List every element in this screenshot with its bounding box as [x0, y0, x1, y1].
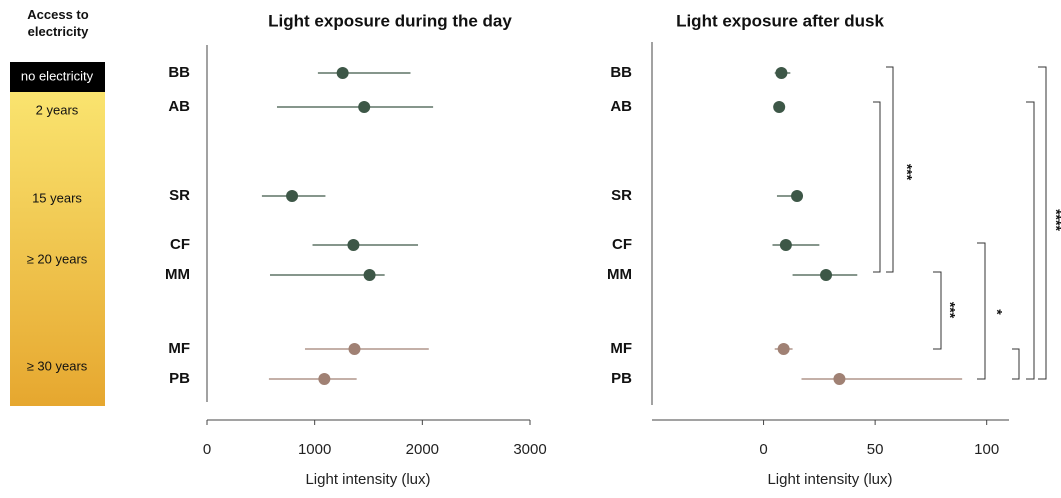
point — [791, 190, 804, 202]
category-label: MM — [165, 266, 190, 283]
no-electricity-box — [10, 62, 105, 92]
point — [348, 343, 361, 355]
x-tick-label: 50 — [867, 441, 884, 458]
level-label: ≥ 20 years — [27, 251, 88, 266]
category-label: PB — [611, 370, 632, 387]
point — [358, 101, 371, 113]
x-tick-label: 0 — [759, 441, 767, 458]
x-tick-label: 2000 — [406, 441, 439, 458]
point — [777, 343, 790, 355]
significance-label: **** — [1048, 209, 1061, 231]
x-tick-label: 0 — [203, 441, 211, 458]
category-label: CF — [612, 236, 632, 253]
significance-bracket — [933, 271, 942, 350]
point — [773, 101, 786, 113]
point — [286, 190, 299, 202]
significance-bracket — [1038, 66, 1047, 380]
category-label: CF — [170, 236, 190, 253]
point — [336, 67, 349, 79]
x-axis-label: Light intensity (lux) — [305, 471, 430, 488]
category-label: MM — [607, 266, 632, 283]
level-label: 15 years — [32, 190, 82, 205]
point — [820, 269, 833, 281]
category-label: BB — [168, 64, 190, 81]
point — [833, 373, 846, 385]
significance-label: *** — [942, 302, 958, 319]
level-label: ≥ 30 years — [27, 358, 88, 373]
point — [347, 239, 360, 251]
significance-label: * — [989, 309, 1005, 315]
category-label: SR — [611, 187, 632, 204]
sidebar-title: Access to electricity — [27, 7, 89, 39]
significance-bracket — [977, 242, 986, 380]
point — [318, 373, 331, 385]
category-label: AB — [610, 98, 632, 115]
x-tick-label: 3000 — [513, 441, 546, 458]
point — [779, 239, 792, 251]
chart-title: Light exposure after dusk — [676, 11, 884, 30]
point — [363, 269, 376, 281]
point — [775, 67, 788, 79]
significance-bracket — [1026, 101, 1035, 380]
category-label: MF — [168, 340, 190, 357]
chart-title: Light exposure during the day — [268, 11, 512, 30]
electricity-gradient — [10, 92, 105, 406]
category-label: BB — [610, 64, 632, 81]
significance-label: *** — [899, 164, 915, 181]
category-label: AB — [168, 98, 190, 115]
category-label: PB — [169, 370, 190, 387]
level-label: no electricity — [21, 68, 94, 83]
significance-bracket — [1012, 348, 1020, 380]
x-tick-label: 1000 — [298, 441, 331, 458]
significance-bracket — [886, 66, 894, 273]
level-label: 2 years — [36, 102, 79, 117]
x-tick-label: 100 — [974, 441, 999, 458]
category-label: SR — [169, 187, 190, 204]
category-label: MF — [610, 340, 632, 357]
significance-bracket — [873, 101, 881, 273]
x-axis-label: Light intensity (lux) — [767, 471, 892, 488]
